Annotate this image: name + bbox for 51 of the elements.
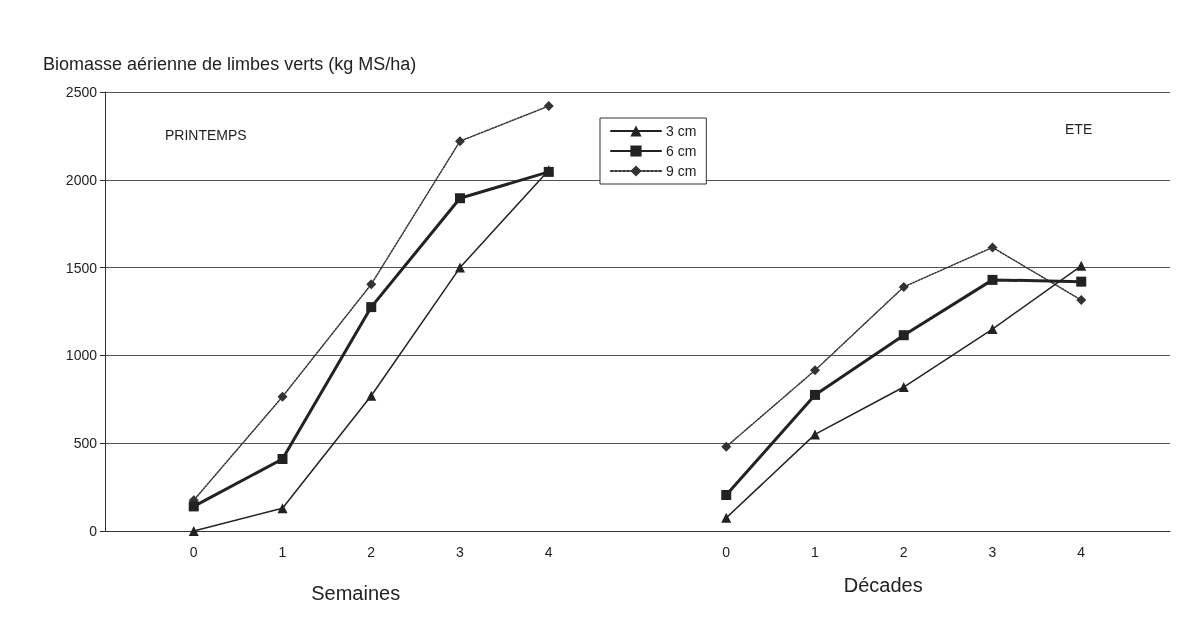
point (810, 429, 820, 440)
point (987, 242, 998, 253)
point (277, 503, 288, 514)
point (810, 389, 820, 400)
point (810, 365, 820, 376)
point (1076, 276, 1087, 287)
chart-title: Biomasse aérienne de limbes verts (kg MS/ha) (43, 54, 417, 74)
point (898, 330, 909, 341)
point (543, 101, 554, 112)
x-tick-label: 3 (988, 544, 997, 560)
x-tick-label: 2 (367, 544, 376, 560)
legend-label: 6 cm (666, 143, 697, 159)
annotation: PRINTEMPS (165, 127, 247, 143)
x-tick-label: 3 (456, 544, 465, 560)
x-tick-label: 4 (544, 544, 553, 560)
point (277, 454, 288, 464)
y-tick-label: 0 (89, 523, 98, 539)
x-tick-label: 2 (899, 544, 908, 560)
point (455, 262, 465, 273)
point (987, 274, 998, 285)
point (1076, 295, 1087, 306)
point (721, 512, 732, 523)
point (455, 136, 465, 147)
y-tick-label: 2500 (65, 84, 98, 100)
text: Décades (843, 574, 923, 596)
point (366, 390, 377, 401)
point (898, 382, 909, 393)
point (366, 302, 377, 313)
x-tick-label: 4 (1077, 544, 1086, 560)
point (987, 324, 998, 335)
point (366, 279, 377, 290)
point (188, 501, 199, 512)
x-tick-label: 1 (278, 544, 287, 560)
x-axis-title: Semaines (311, 582, 401, 604)
point (1076, 260, 1087, 271)
point (188, 526, 199, 536)
y-tick-label: 500 (73, 435, 98, 452)
point (721, 490, 732, 500)
y-tick-label: 1000 (65, 347, 98, 364)
annotation: ETE (1065, 121, 1093, 137)
point (721, 441, 732, 452)
x-tick-label: 1 (811, 544, 820, 560)
point (277, 391, 288, 402)
y-tick-label: 1500 (65, 259, 98, 276)
point (455, 193, 465, 204)
legend-label: 3 cm (666, 123, 697, 139)
x-tick-label: 0 (722, 544, 731, 560)
point (898, 281, 909, 292)
y-tick-label: 2000 (65, 171, 98, 188)
legend-label: 9 cm (666, 163, 697, 179)
x-tick-label: 0 (189, 544, 198, 560)
